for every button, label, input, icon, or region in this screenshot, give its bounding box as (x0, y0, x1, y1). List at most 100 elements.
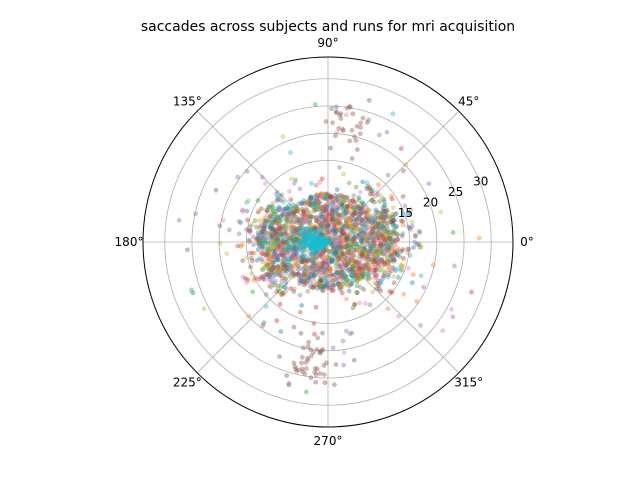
scatter-point (344, 246, 350, 252)
scatter-point (277, 301, 283, 307)
scatter-point (291, 233, 297, 239)
scatter-point (321, 232, 327, 238)
scatter-point (311, 241, 317, 247)
scatter-point (449, 306, 454, 312)
scatter-point (335, 255, 341, 261)
scatter-point (290, 210, 296, 216)
scatter-point (291, 180, 297, 186)
scatter-point (291, 211, 297, 217)
scatter-point (430, 262, 436, 268)
scatter-point (363, 254, 369, 260)
scatter-point (312, 206, 318, 211)
scatter-point (336, 236, 342, 242)
scatter-point (368, 249, 373, 255)
scatter-point (297, 223, 303, 229)
scatter-point (322, 261, 327, 267)
scatter-point (315, 200, 321, 206)
scatter-point (286, 235, 292, 241)
scatter-point (306, 198, 311, 204)
scatter-point (342, 210, 347, 215)
scatter-point (305, 288, 311, 294)
scatter-point (289, 256, 295, 261)
scatter-point (321, 243, 326, 249)
scatter-point (345, 249, 351, 255)
scatter-point (348, 244, 354, 250)
scatter-point (334, 252, 340, 258)
scatter-point (318, 264, 324, 270)
scatter-point (316, 240, 322, 246)
scatter-point (381, 228, 387, 234)
scatter-point (314, 193, 319, 199)
angular-gridline (196, 241, 329, 374)
scatter-point (324, 213, 329, 219)
scatter-point (299, 360, 304, 366)
scatter-point (389, 196, 395, 202)
scatter-point (301, 271, 306, 277)
scatter-point (318, 278, 324, 284)
scatter-point (359, 221, 365, 227)
scatter-point (343, 211, 348, 217)
scatter-point (390, 111, 396, 117)
scatter-point (368, 220, 374, 226)
scatter-point (314, 205, 319, 211)
scatter-point (414, 298, 419, 304)
scatter-point (344, 233, 350, 239)
scatter-point (294, 219, 300, 225)
scatter-point (378, 214, 383, 220)
scatter-point (326, 249, 332, 254)
scatter-point (328, 232, 334, 238)
scatter-point (297, 309, 303, 315)
scatter-point (390, 205, 396, 211)
scatter-point (305, 278, 310, 284)
scatter-point (347, 331, 353, 337)
scatter-point (350, 197, 356, 203)
scatter-point (320, 265, 326, 271)
scatter-point (308, 194, 314, 200)
scatter-point (348, 224, 354, 230)
scatter-point (385, 306, 391, 312)
scatter-point (372, 239, 378, 244)
scatter-point (295, 227, 301, 233)
scatter-point (296, 253, 302, 259)
scatter-point (352, 236, 358, 242)
scatter-point (318, 236, 324, 242)
scatter-point (356, 222, 362, 228)
theta-tick-label: 225° (173, 376, 202, 390)
scatter-point (303, 268, 309, 273)
scatter-point (360, 115, 366, 121)
scatter-point (339, 269, 344, 275)
scatter-point (316, 248, 322, 254)
scatter-point (308, 199, 314, 205)
scatter-point (295, 271, 301, 277)
scatter-point (297, 281, 303, 286)
scatter-point (354, 241, 360, 247)
scatter-point (300, 345, 306, 351)
scatter-point (318, 230, 324, 236)
scatter-point (334, 253, 340, 259)
scatter-point (289, 224, 295, 230)
scatter-point (346, 259, 352, 265)
scatter-point (304, 210, 310, 215)
scatter-point (288, 150, 293, 156)
scatter-point (364, 210, 370, 216)
scatter-point (281, 199, 286, 205)
scatter-point (297, 238, 303, 244)
scatter-point (300, 231, 306, 237)
scatter-point (340, 338, 346, 344)
scatter-point (401, 255, 406, 261)
scatter-point (371, 244, 376, 249)
scatter-point (301, 267, 307, 273)
scatter-point (329, 272, 334, 278)
scatter-point (310, 269, 315, 275)
scatter-point (307, 271, 313, 277)
scatter-point (416, 228, 422, 234)
scatter-point (311, 283, 317, 289)
scatter-point (280, 241, 286, 247)
scatter-point (294, 250, 299, 256)
scatter-point (364, 231, 370, 237)
scatter-point (323, 275, 329, 281)
scatter-point (400, 168, 406, 174)
scatter-point (293, 244, 299, 250)
scatter-point (330, 120, 335, 126)
